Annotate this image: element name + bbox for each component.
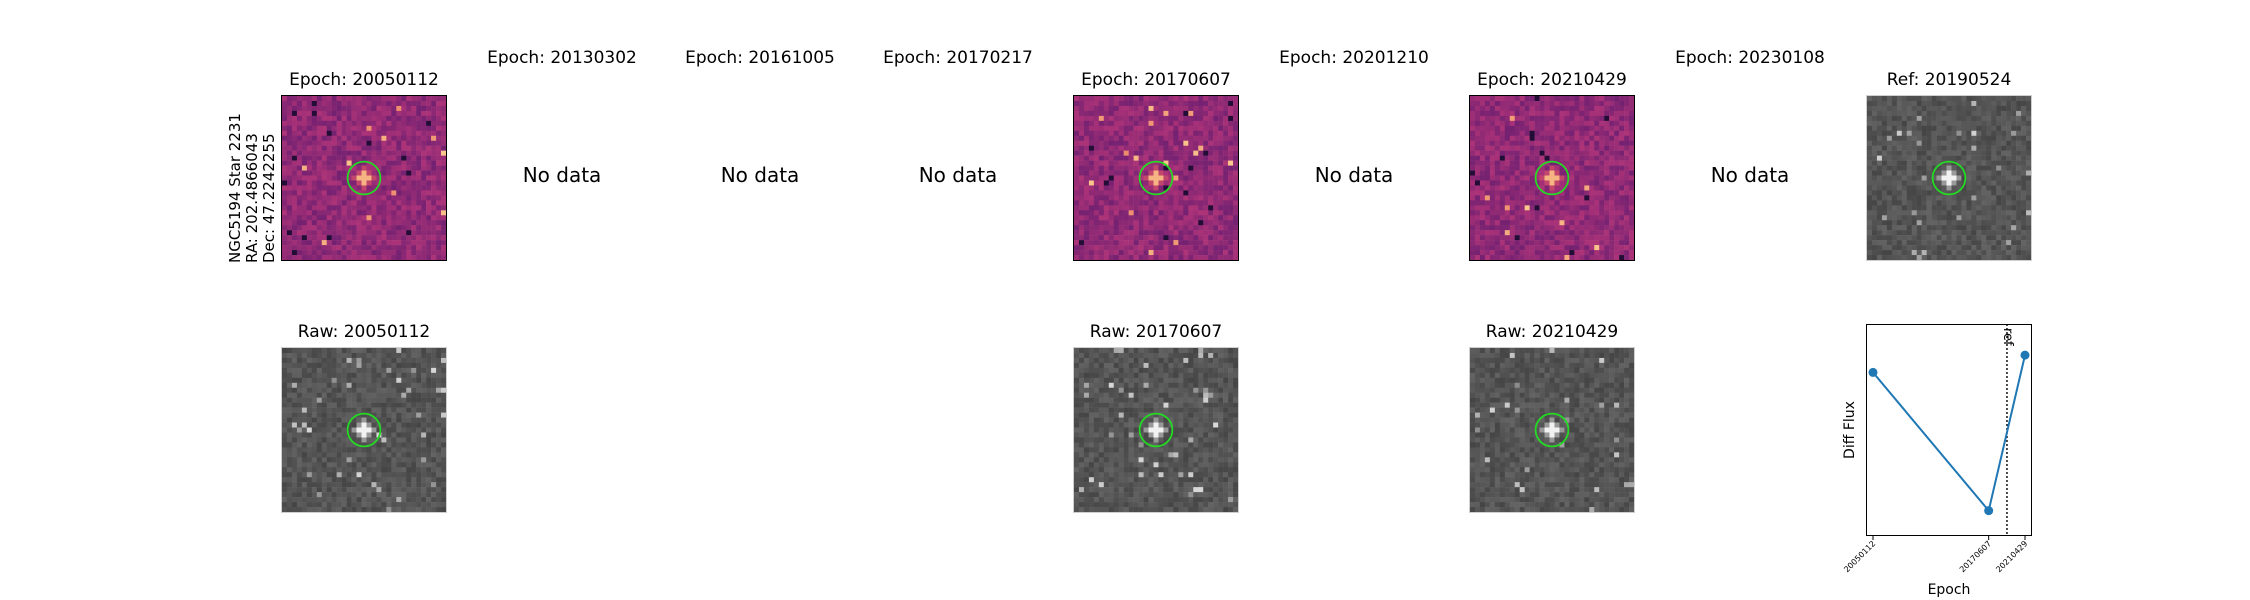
- star-info-label: NGC5194 Star 2231 RA: 202.4866043 Dec: 4…: [226, 113, 278, 263]
- x-tick-label: 20210429: [1994, 539, 2029, 574]
- data-point: [1984, 506, 1994, 516]
- data-point: [2020, 350, 2030, 360]
- diff-image-20170607: [1073, 95, 1239, 261]
- x-ticks: 20050112 20170607 20210429: [1842, 536, 2029, 574]
- x-tick-label: 20170607: [1958, 539, 1993, 574]
- no-data-text-6: No data: [1314, 163, 1394, 187]
- diff-image-20050112: [281, 95, 447, 261]
- series-points: [1868, 350, 2030, 516]
- raw-title-5: Raw: 20170607: [1089, 322, 1223, 342]
- x-axis-label: Epoch: [1928, 582, 1971, 598]
- epoch-title-4: Epoch: 20170217: [883, 48, 1033, 68]
- target-circle: [1138, 412, 1174, 448]
- target-circle: [1931, 160, 1967, 196]
- epoch-title-7: Epoch: 20210429: [1477, 70, 1627, 90]
- raw-image-20050112: [281, 347, 447, 513]
- reference-title: Ref: 20190524: [1886, 70, 2012, 90]
- raw-title-1: Raw: 20050112: [297, 322, 431, 342]
- target-circle: [1138, 160, 1174, 196]
- light-curve-svg: ref 20050112 20170607 20210429 Epoch Diff …: [1842, 324, 2032, 598]
- epoch-title-3: Epoch: 20161005: [685, 48, 835, 68]
- x-tick-label: 20050112: [1842, 539, 1877, 574]
- epoch-title-2: Epoch: 20130302: [487, 48, 637, 68]
- star-ra: RA: 202.4866043: [243, 133, 261, 263]
- data-point: [1868, 367, 1878, 377]
- no-data-text-8: No data: [1710, 163, 1790, 187]
- y-axis-label: Diff Flux: [1842, 401, 1858, 459]
- raw-image-20170607: [1073, 347, 1239, 513]
- target-circle: [346, 412, 382, 448]
- epoch-title-8: Epoch: 20230108: [1675, 48, 1825, 68]
- no-data-text-2: No data: [522, 163, 602, 187]
- diff-image-20210429: [1469, 95, 1635, 261]
- target-circle: [1534, 412, 1570, 448]
- epoch-title-1: Epoch: 20050112: [289, 70, 439, 90]
- epoch-title-5: Epoch: 20170607: [1081, 70, 1231, 90]
- target-circle: [1534, 160, 1570, 196]
- reference-image: [1866, 95, 2032, 261]
- star-dec: Dec: 47.2242255: [260, 133, 278, 263]
- series-line: [1872, 354, 2026, 513]
- raw-title-7: Raw: 20210429: [1485, 322, 1619, 342]
- raw-image-20210429: [1469, 347, 1635, 513]
- star-name: NGC5194 Star 2231: [226, 113, 244, 263]
- no-data-text-3: No data: [720, 163, 800, 187]
- epoch-title-6: Epoch: 20201210: [1279, 48, 1429, 68]
- reference-line-label: ref: [2000, 328, 2015, 346]
- no-data-text-4: No data: [918, 163, 998, 187]
- target-circle: [346, 160, 382, 196]
- light-curve-chart: ref 20050112 20170607 20210429 Epoch Diff …: [1842, 324, 2032, 598]
- plot-frame: [1866, 324, 2032, 536]
